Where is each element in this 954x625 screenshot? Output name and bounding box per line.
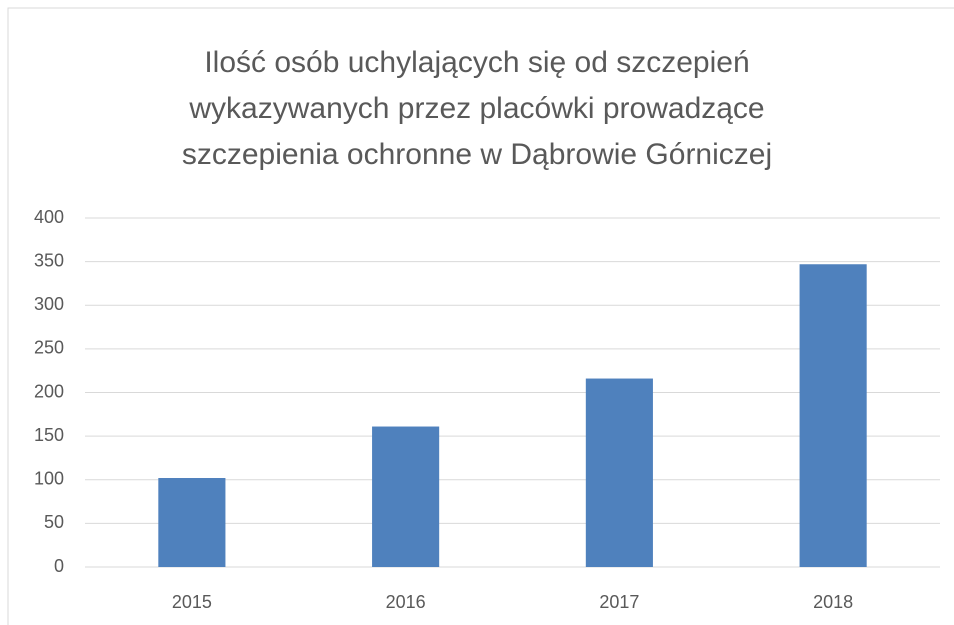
y-tick-label: 100 [34,469,64,489]
bar [158,478,226,567]
y-tick-label: 350 [34,250,64,270]
bar [585,378,653,567]
bar [372,426,440,567]
y-tick-label: 50 [44,512,64,532]
y-tick-label: 0 [54,556,64,576]
chart-frame [7,7,954,625]
y-tick-label: 150 [34,425,64,445]
y-tick-label: 200 [34,381,64,401]
x-tick-label: 2016 [386,592,426,612]
y-tick-label: 400 [34,207,64,227]
x-tick-label: 2017 [599,592,639,612]
y-tick-label: 300 [34,294,64,314]
chart-title: Ilość osób uchylających się od szczepień… [181,46,773,171]
x-tick-label: 2015 [172,592,212,612]
y-tick-label: 250 [34,338,64,358]
x-tick-label: 2018 [813,592,853,612]
bar [799,264,867,567]
